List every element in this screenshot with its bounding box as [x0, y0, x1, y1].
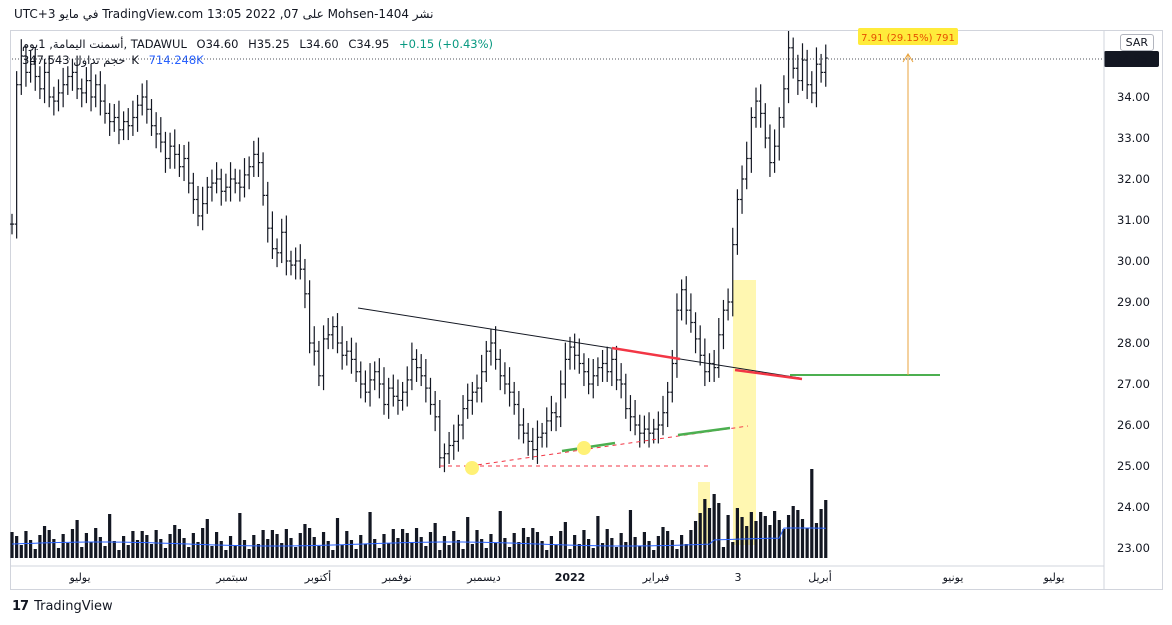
legend-volume: حجم تداول 347.543K 714.248K [22, 53, 210, 67]
footer: 17 TradingView [12, 599, 113, 614]
high-value: H35.25 [248, 37, 290, 51]
tradingview-logo-icon[interactable]: 17 [12, 599, 29, 614]
header-bar: نشر Mohsen-1404 على TradingView.com 13:0… [0, 0, 1172, 30]
currency-button[interactable]: SAR [1119, 34, 1154, 51]
legend-main: أسمنت اليمامة, 1يوم, TADAWUL O34.60 H35.… [22, 37, 499, 51]
published-info: نشر Mohsen-1404 على TradingView.com 13:0… [14, 7, 434, 21]
close-value: C34.95 [348, 37, 390, 51]
chart-frame[interactable] [10, 30, 1163, 590]
change-value: +0.15 (+0.43%) [399, 37, 494, 51]
footer-brand[interactable]: TradingView [34, 599, 113, 614]
volume-label[interactable]: حجم تداول [73, 53, 126, 67]
volume-value: 347.543K [22, 53, 139, 67]
symbol-label[interactable]: أسمنت اليمامة, 1يوم, TADAWUL [22, 37, 187, 51]
low-value: L34.60 [299, 37, 339, 51]
open-value: O34.60 [196, 37, 239, 51]
volume-ma-value: 714.248K [148, 53, 204, 67]
